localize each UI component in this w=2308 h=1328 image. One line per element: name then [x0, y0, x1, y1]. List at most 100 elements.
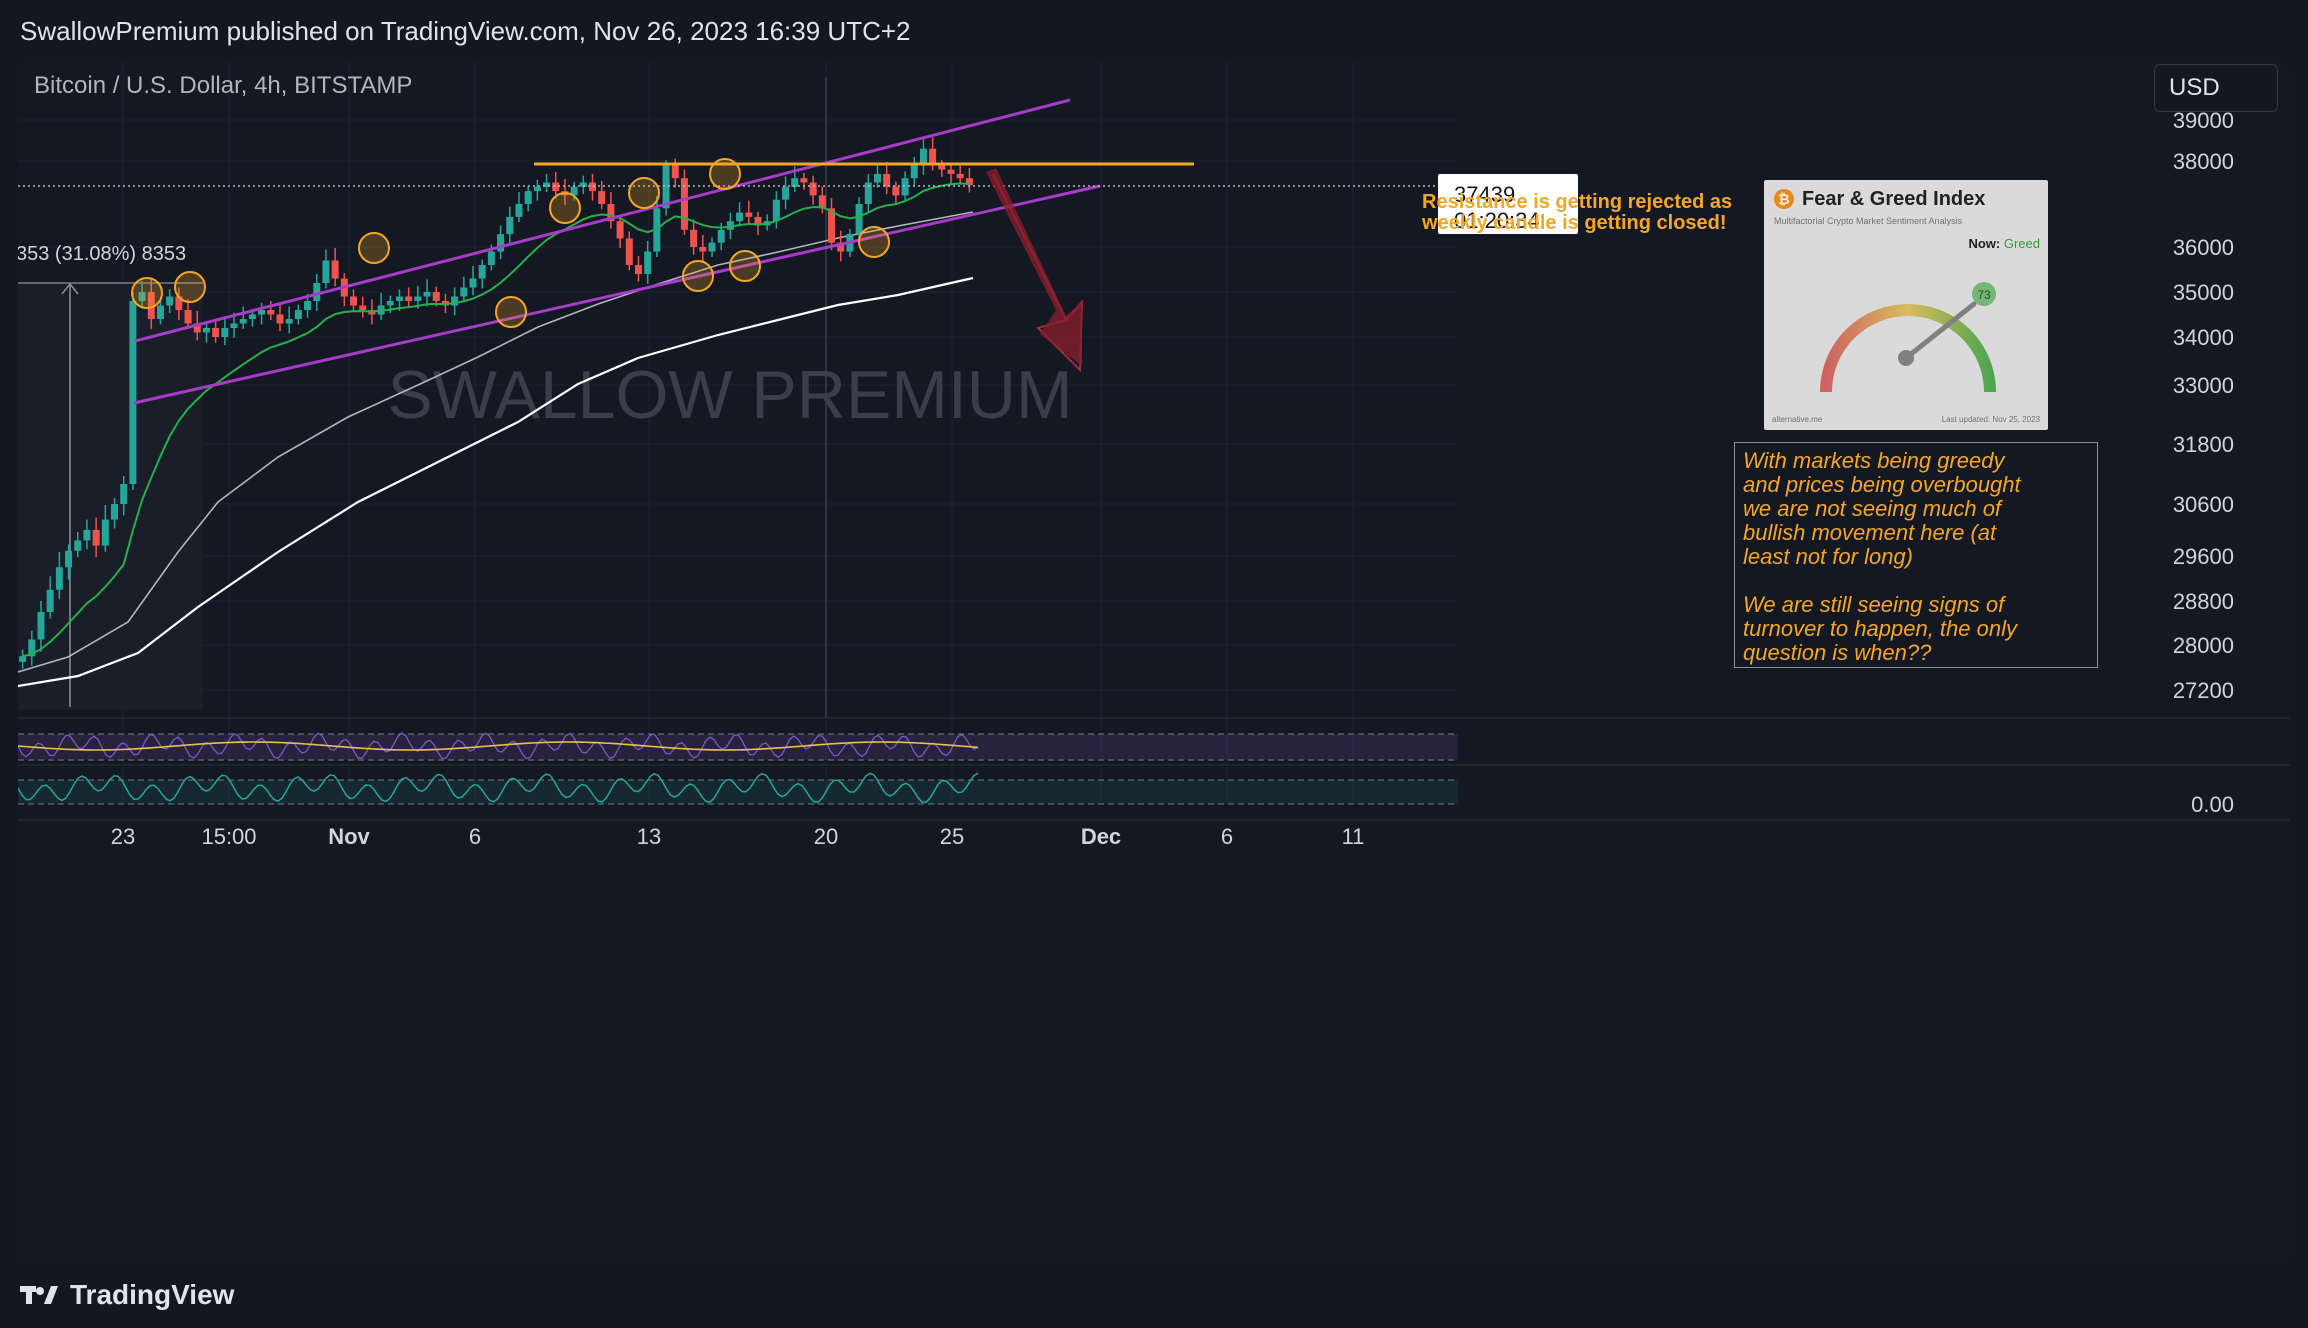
candle-body	[166, 296, 174, 306]
publisher-line: SwallowPremium published on TradingView.…	[20, 15, 911, 46]
price-tick-label: 34000	[2173, 325, 2234, 350]
price-tick-label: 28000	[2173, 633, 2234, 658]
fear-greed-now: Now: Greed	[1968, 236, 2040, 251]
candle-body	[478, 265, 486, 279]
price-chart[interactable]: 353 (31.08%) 8353 SWALLOW PREMIUM 39000 380…	[18, 62, 2290, 1262]
candle-body	[625, 238, 633, 265]
candle-body	[276, 314, 284, 324]
price-tick-label: 36000	[2173, 235, 2234, 260]
analysis-note: With markets being greedy and prices bei…	[1734, 442, 2098, 668]
candle-body	[258, 310, 266, 315]
candle-body	[818, 195, 826, 209]
candle-body	[193, 323, 201, 333]
candle-body	[671, 165, 679, 179]
candle-body	[386, 301, 394, 306]
candle-body	[451, 296, 459, 306]
price-tick-label: 29600	[2173, 544, 2234, 569]
candle-body	[111, 504, 119, 520]
candle-body	[331, 260, 339, 279]
ema20-line	[22, 182, 970, 658]
candle-body	[717, 229, 725, 243]
time-tick-label: 23	[111, 824, 135, 849]
candle-body	[680, 178, 688, 230]
candle-body	[883, 173, 891, 187]
candle-body	[699, 247, 707, 252]
touch-circle	[858, 226, 890, 258]
resistance-note: Resistance is getting rejected as weekly…	[1422, 192, 1776, 234]
fear-greed-subtitle: Multifactorial Crypto Market Sentiment A…	[1774, 216, 1963, 226]
candle-body	[892, 186, 900, 196]
candle-body	[432, 292, 440, 301]
candle-body	[129, 301, 137, 484]
candle-body	[175, 296, 183, 310]
fear-greed-updated: Last updated: Nov 25, 2023	[1941, 415, 2040, 424]
down-arrow	[986, 168, 1082, 366]
note-line7: turnover to happen, the only	[1743, 616, 2017, 641]
candle-body	[487, 251, 495, 265]
candle-body	[414, 296, 422, 301]
candle-body	[202, 328, 210, 333]
candle-body	[65, 550, 73, 568]
channel-upper-line	[134, 98, 1071, 343]
note-line1: With markets being greedy	[1743, 448, 2005, 473]
price-tick-label: 33000	[2173, 373, 2234, 398]
time-tick-label: 20	[814, 824, 838, 849]
measure-arrow-head	[61, 282, 79, 295]
candle-body	[809, 182, 817, 196]
candle-body	[800, 178, 808, 183]
candle-body	[754, 216, 762, 226]
candle-body	[138, 292, 146, 301]
price-tick-label: 31800	[2173, 432, 2234, 457]
note-line6: We are still seeing signs of	[1743, 592, 2005, 617]
note-line4: bullish movement here (at	[1743, 520, 1997, 545]
candle-body	[101, 519, 109, 546]
fear-greed-gauge: 73	[1820, 282, 1996, 393]
measure-label: 353 (31.08%) 8353	[18, 243, 186, 265]
rsi-line	[18, 732, 979, 760]
time-tick-label: Dec	[1081, 824, 1121, 849]
candle-body	[184, 310, 192, 324]
candle-body	[359, 305, 367, 310]
candle-body	[634, 265, 642, 274]
candle-body	[221, 328, 229, 337]
touch-circle	[174, 271, 206, 303]
candle-body	[248, 314, 256, 319]
candle-body	[212, 328, 220, 337]
price-tick-label: 38000	[2173, 149, 2234, 174]
price-tick-label: 30600	[2173, 492, 2234, 517]
measure-shading	[18, 282, 203, 710]
candle-body	[589, 182, 597, 192]
symbol-label: Bitcoin / U.S. Dollar, 4h, BITSTAMP	[34, 72, 413, 99]
candle-body	[506, 216, 514, 235]
candle-body	[313, 283, 321, 301]
currency-button[interactable]: USD	[2154, 64, 2278, 112]
touch-circle	[628, 177, 660, 209]
candle-body	[74, 540, 82, 551]
candle-body	[579, 182, 587, 187]
candle-body	[460, 287, 468, 297]
candle-body	[156, 305, 164, 319]
note-line3: we are not seeing much of	[1743, 496, 2002, 521]
note-line8: question is when??	[1743, 640, 1932, 665]
candle-body	[515, 204, 523, 217]
fear-greed-title: Fear & Greed Index	[1802, 188, 1986, 210]
last-price-label: 37439	[1454, 182, 1515, 207]
candle-body	[782, 186, 790, 200]
fear-greed-now-value: Greed	[2003, 236, 2040, 251]
candle-body	[938, 165, 946, 170]
price-tick-label: 28800	[2173, 589, 2234, 614]
candle-body	[267, 310, 275, 315]
candle-body	[662, 165, 670, 209]
touch-circle	[131, 277, 163, 309]
candle-body	[230, 323, 238, 328]
candle-body	[405, 296, 413, 301]
candle-body	[745, 212, 753, 217]
candle-body	[901, 178, 909, 196]
fear-greed-now-label: Now:	[1968, 236, 2001, 251]
chart-panel[interactable]: 353 (31.08%) 8353 SWALLOW PREMIUM 39000 380…	[18, 62, 2290, 1262]
candle-body	[83, 530, 91, 541]
candle-body	[690, 229, 698, 247]
candle-body	[543, 182, 551, 187]
candle-body	[395, 296, 403, 301]
touch-circle	[729, 250, 761, 282]
